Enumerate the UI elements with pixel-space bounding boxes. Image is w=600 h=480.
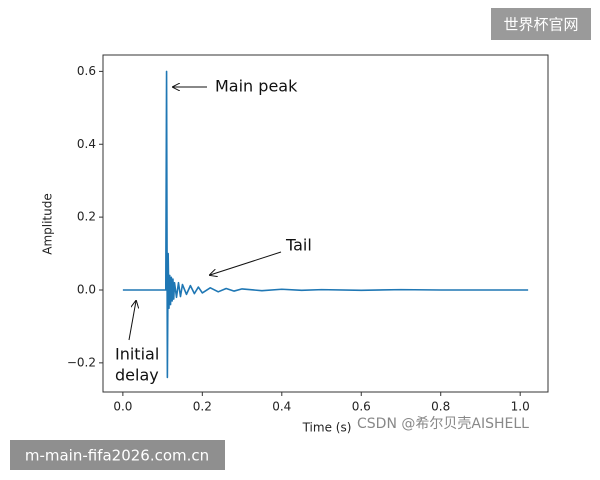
y-tick-label: 0.4	[77, 137, 96, 151]
annotation: Main peak	[215, 77, 298, 96]
watermark: 世界杯官网	[503, 16, 578, 34]
y-tick-label: 0.6	[77, 64, 96, 78]
x-tick-label: 0.4	[272, 400, 291, 414]
watermark-box	[10, 440, 225, 470]
watermark-box	[491, 8, 591, 40]
watermark: CSDN @希尔贝壳AISHELL	[357, 415, 529, 432]
arrow	[128, 301, 136, 341]
axes-frame	[102, 54, 549, 393]
x-tick-label: 0.6	[352, 400, 371, 414]
arrow	[210, 251, 282, 275]
y-tick-label: −0.2	[67, 355, 96, 369]
annotation: Initial	[115, 345, 159, 364]
x-tick-label: 0.2	[193, 400, 212, 414]
annotation: Tail	[285, 236, 312, 255]
y-tick-label: 0.2	[77, 210, 96, 224]
y-tick-label: 0.0	[77, 282, 96, 296]
x-tick-label: 1.0	[511, 400, 530, 414]
y-axis-label: Amplitude	[41, 193, 55, 255]
x-tick-label: 0.0	[113, 400, 132, 414]
x-tick-label: 0.8	[431, 400, 450, 414]
signal-line	[122, 70, 529, 379]
watermark: m-main-fifa2026.com.cn	[25, 447, 209, 465]
x-axis-label: Time (s)	[302, 421, 352, 435]
annotation: delay	[115, 366, 159, 385]
